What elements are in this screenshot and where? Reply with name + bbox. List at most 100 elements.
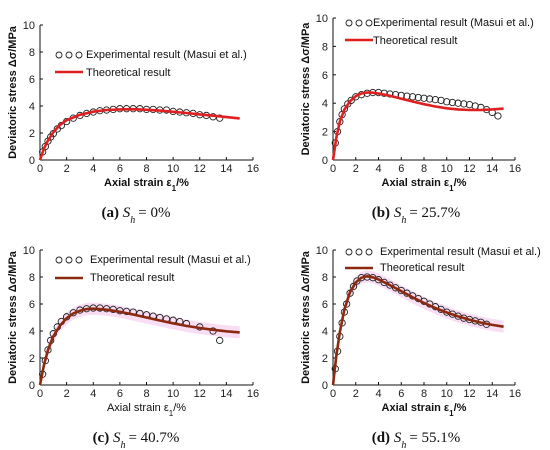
data-point (347, 96, 355, 105)
x-axis-label: Axial strain ε1/% (382, 402, 467, 418)
data-point (431, 96, 440, 104)
y-tick-label: 10 (23, 245, 35, 257)
caption-sub: h (120, 440, 125, 450)
x-tick-label: 2 (353, 163, 359, 175)
y-tick-label: 2 (29, 128, 35, 140)
x-tick-label: 8 (421, 163, 427, 175)
experimental-series (331, 88, 502, 147)
y-tick-label: 4 (322, 326, 328, 338)
caption-value: = 40.7% (128, 430, 179, 446)
legend-marker (65, 256, 73, 264)
x-tick-label: 10 (167, 388, 179, 400)
x-tick-label: 6 (117, 163, 123, 175)
y-tick-label: 4 (29, 101, 35, 113)
caption-symbol: S (123, 205, 131, 221)
x-axis-label-unit: /% (454, 177, 467, 189)
legend: Experimental result (Masui et al.) Theore… (345, 246, 541, 274)
x-tick-label: 14 (220, 163, 232, 175)
data-point (44, 137, 52, 145)
theoretical-line (38, 107, 240, 161)
x-axis-label-main: Axial strain ε (104, 177, 172, 189)
x-tick-label: 16 (247, 163, 259, 175)
y-tick-label: 4 (29, 326, 35, 338)
x-tick-label: 2 (64, 388, 70, 400)
x-tick-label: 16 (509, 388, 521, 400)
panel-caption: (b) Sh = 25.7% (372, 205, 461, 226)
legend-marker (55, 51, 63, 59)
x-tick-label: 12 (194, 163, 206, 175)
x-tick-label: 4 (375, 388, 381, 400)
y-tick-label: 2 (322, 353, 328, 365)
legend: Experimental result (Masui et al.) Theore… (55, 49, 247, 79)
theoretical-line (38, 307, 240, 386)
y-axis-label: Deviatoric stress Δσ/MPa (7, 250, 19, 384)
legend-marker (345, 248, 353, 256)
data-point (216, 114, 224, 122)
caption-sub: h (401, 440, 406, 450)
x-axis-label-main: Axial strain ε (382, 402, 450, 414)
uncertainty-band (333, 270, 504, 385)
legend-label-theoretical: Theoretical result (86, 67, 170, 79)
chart-panel-2: 0 2 4 6 8 10 12 14 16 0 2 4 6 8 10 Axial strain ε1/% Dev… (300, 13, 534, 226)
x-tick-label: 8 (143, 163, 149, 175)
y-tick-label: 6 (29, 299, 35, 311)
data-point (349, 282, 358, 291)
x-axis-label-sub: 1 (449, 409, 454, 418)
data-point (426, 95, 434, 103)
caption-value: = 0% (138, 205, 170, 221)
x-tick-label: 4 (375, 163, 381, 175)
y-tick-label: 2 (29, 353, 35, 365)
y-tick-label: 2 (322, 127, 328, 139)
data-point (448, 98, 457, 107)
x-tick-label: 6 (398, 388, 404, 400)
panel-caption: (c) Sh = 40.7% (93, 430, 180, 450)
data-point (414, 93, 422, 102)
caption-symbol: S (394, 205, 402, 221)
y-tick-label: 6 (29, 74, 35, 86)
data-point (454, 99, 462, 107)
caption-letter: (a) (102, 205, 120, 221)
x-tick-label: 8 (421, 388, 427, 400)
y-tick-label: 0 (29, 380, 35, 392)
y-tick-label: 0 (322, 155, 328, 167)
legend-marker (365, 248, 373, 256)
caption-value: = 25.7% (409, 205, 460, 221)
x-tick-label: 0 (330, 163, 336, 175)
legend-marker (65, 51, 73, 59)
data-point (420, 94, 428, 102)
x-tick-label: 2 (353, 388, 359, 400)
legend: Experimental result (Masui et al.) Theore… (345, 17, 534, 47)
x-tick-label: 14 (486, 388, 498, 400)
x-tick-label: 0 (37, 163, 43, 175)
caption-symbol: S (113, 430, 121, 446)
x-tick-label: 4 (90, 388, 96, 400)
y-tick-label: 8 (29, 47, 35, 59)
x-tick-label: 16 (509, 163, 521, 175)
legend: Experimental result (Masui et al.) Theore… (55, 254, 251, 284)
data-point (386, 281, 394, 289)
legend-label-experimental: Experimental result (Masui et al.) (86, 49, 247, 61)
x-tick-label: 0 (37, 388, 43, 400)
legend-marker (355, 248, 363, 256)
x-tick-label: 6 (398, 163, 404, 175)
x-axis-label: Axial strain ε1/% (104, 177, 189, 193)
y-axis-label: Deviatoric stress Δσ/MPa (7, 25, 19, 159)
x-tick-label: 2 (64, 163, 70, 175)
y-tick-label: 0 (29, 155, 35, 167)
x-tick-label: 0 (330, 388, 336, 400)
y-tick-label: 6 (322, 70, 328, 82)
x-tick-label: 14 (220, 388, 232, 400)
x-tick-label: 6 (117, 388, 123, 400)
legend-marker (75, 51, 83, 59)
data-point (465, 100, 474, 109)
y-tick-label: 10 (23, 20, 35, 32)
x-tick-label: 10 (441, 388, 453, 400)
legend-label-experimental: Experimental result (Masui et al.) (90, 254, 251, 266)
y-tick-label: 4 (322, 98, 328, 110)
x-axis-label-unit: /% (454, 402, 467, 414)
x-axis-label-sub: 1 (169, 409, 174, 418)
data-point (443, 98, 451, 106)
y-axis-label: Deviatoric stress Δσ/MPa (300, 22, 312, 156)
data-point (216, 336, 224, 345)
legend-marker (355, 19, 363, 27)
